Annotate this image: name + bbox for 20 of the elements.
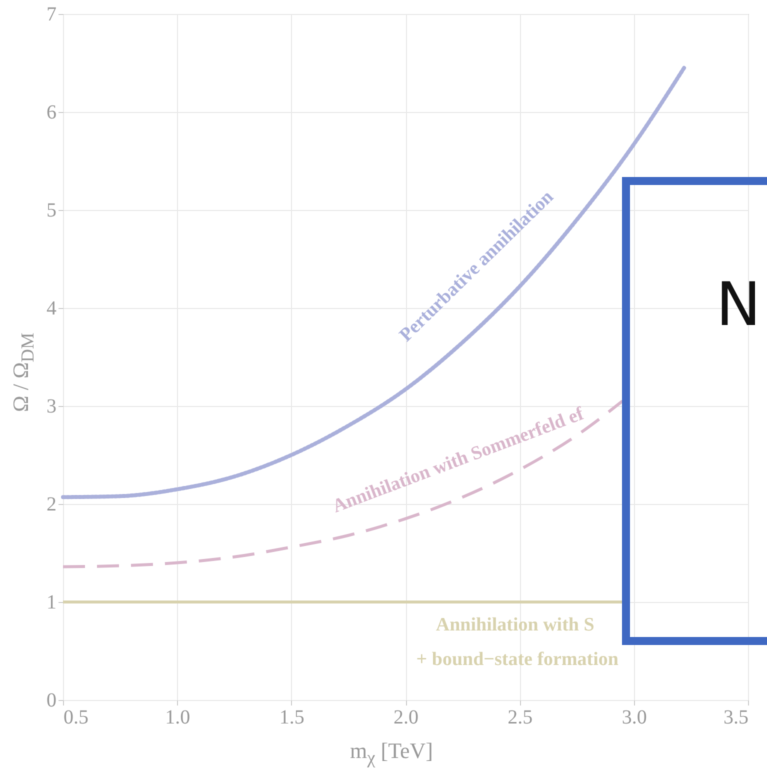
y-tick-label: 6 (46, 102, 56, 124)
y-tick-label: 4 (46, 298, 56, 320)
annotation: + bound−state formation (416, 648, 619, 670)
x-tick-label: 1.5 (279, 706, 304, 728)
y-tick-label: 3 (46, 396, 56, 418)
y-tick-label: 5 (46, 200, 56, 222)
y-tick-label: 7 (46, 4, 56, 26)
y-tick-label: 2 (46, 494, 56, 516)
annotation: Annihilation with S (436, 614, 594, 636)
x-tick-label: 3.5 (724, 706, 748, 728)
x-tick-label: 1.0 (165, 706, 190, 728)
x-tick-label: 2.0 (394, 706, 418, 728)
x-tick-label: 2.5 (508, 706, 533, 728)
x-axis-title: m$_{χ}$ [TeV] (350, 738, 433, 768)
line-series (62, 400, 624, 568)
x-tick-label: 0.5 (64, 706, 88, 728)
y-tick-label: 1 (46, 592, 56, 614)
annotation: N (716, 270, 761, 340)
x-tick-label: 3.0 (622, 706, 647, 728)
y-tick-label: 0 (46, 690, 56, 712)
